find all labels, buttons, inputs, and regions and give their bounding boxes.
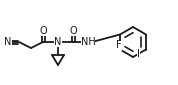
Text: F: F <box>116 40 122 50</box>
Text: NH: NH <box>81 37 95 47</box>
Text: I: I <box>137 49 140 59</box>
Text: O: O <box>69 26 77 36</box>
Text: O: O <box>39 26 47 36</box>
Text: N: N <box>4 37 12 47</box>
Text: N: N <box>54 37 62 47</box>
